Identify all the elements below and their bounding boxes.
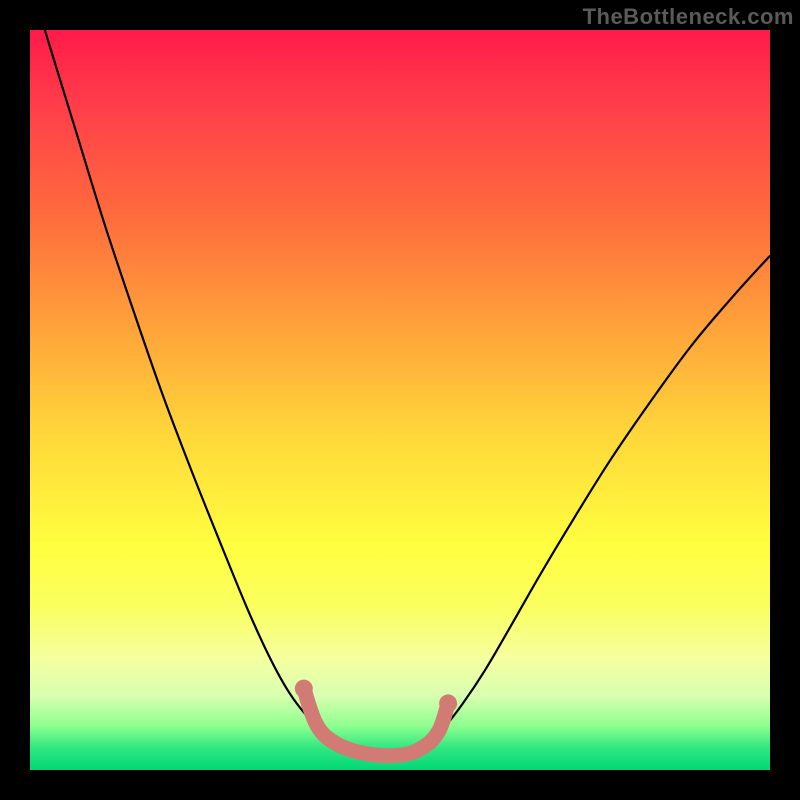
- overlay-endpoint-marker: [295, 680, 313, 698]
- curve-layer: [0, 0, 800, 800]
- optimal-range-overlay: [304, 689, 448, 756]
- chart-frame: TheBottleneck.com: [0, 0, 800, 800]
- bottleneck-curve: [45, 30, 770, 757]
- overlay-endpoint-marker: [439, 694, 457, 712]
